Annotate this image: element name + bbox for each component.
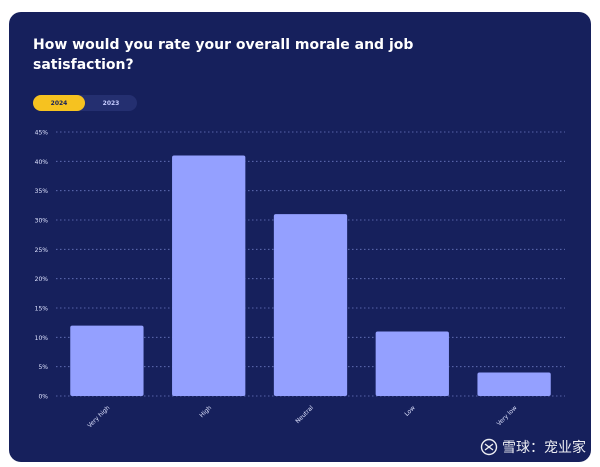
x-tick-label: Very low: [496, 404, 519, 427]
x-tick-label: Low: [403, 404, 416, 417]
y-tick-label: 20%: [35, 276, 49, 283]
year-toggle-2023[interactable]: 2023: [85, 95, 137, 111]
y-tick-label: 0%: [38, 394, 48, 401]
y-tick-label: 5%: [38, 364, 48, 371]
bar-neutral: [273, 214, 348, 396]
year-toggle: 2024 2023: [33, 95, 137, 111]
bar-chart: 0% 5% 10% 15% 20% 25% 30% 35% 40% 45% Very high Hig…: [35, 130, 565, 429]
bar-very-high: [70, 325, 144, 396]
bar-high: [172, 155, 246, 396]
watermark-text: 雪球：宠业家: [502, 440, 586, 456]
y-tick-label: 25%: [35, 247, 49, 254]
snowball-logo-icon: [480, 438, 498, 456]
year-toggle-2024[interactable]: 2024: [33, 95, 85, 111]
y-tick-label: 45%: [35, 130, 49, 137]
y-tick-label: 30%: [35, 218, 49, 225]
y-tick-label: 35%: [35, 188, 49, 195]
watermark: 雪球：宠业家: [480, 437, 586, 457]
chart-title: How would you rate your overall morale a…: [33, 37, 414, 73]
x-tick-label: High: [198, 404, 213, 419]
x-tick-label: Neutral: [294, 404, 315, 425]
y-tick-label: 40%: [35, 159, 49, 166]
chart-card: How would you rate your overall morale a…: [9, 12, 591, 462]
x-tick-label: Very high: [86, 404, 111, 429]
y-tick-label: 10%: [35, 335, 49, 342]
y-tick-label: 15%: [35, 306, 49, 313]
bar-low: [375, 331, 449, 396]
bar-very-low: [477, 372, 551, 396]
